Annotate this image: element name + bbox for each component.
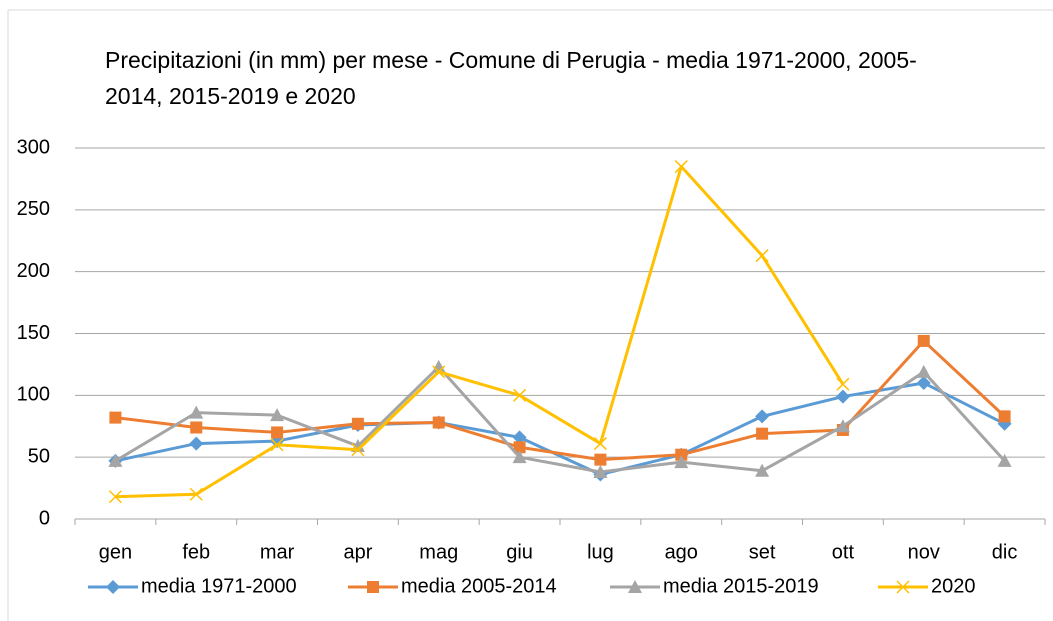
y-tick-label: 50 (28, 445, 50, 467)
marker (108, 453, 123, 467)
x-tick-label: lug (587, 541, 614, 563)
x-tick-label: dic (992, 541, 1018, 563)
series-line (115, 165, 845, 499)
series-line (114, 365, 1006, 474)
marker (997, 453, 1012, 467)
y-tick-label: 300 (17, 136, 50, 158)
marker (431, 359, 446, 373)
marker (109, 411, 122, 424)
marker (755, 249, 769, 263)
marker (367, 581, 379, 593)
marker (432, 416, 445, 429)
marker (916, 364, 931, 378)
chart-title: Precipitazioni (in mm) per mese - Comune… (105, 47, 917, 109)
series-line (115, 339, 1006, 462)
marker (432, 365, 446, 379)
marker (755, 463, 770, 477)
marker (675, 448, 688, 461)
x-tick-label: mar (260, 541, 295, 563)
series-line (115, 381, 1006, 476)
marker (106, 580, 120, 594)
marker (896, 580, 910, 594)
marker (594, 453, 607, 466)
x-tick-label: mag (419, 541, 458, 563)
legend-label: 2020 (931, 575, 976, 597)
marker (512, 430, 527, 445)
x-tick-label: feb (182, 541, 210, 563)
marker (351, 443, 365, 457)
marker (108, 490, 122, 504)
marker (755, 409, 770, 424)
marker (271, 426, 284, 439)
marker (593, 437, 607, 451)
y-tick-label: 200 (17, 260, 50, 282)
marker (756, 427, 769, 440)
y-tick-label: 250 (17, 198, 50, 220)
legend-label: media 2005-2014 (401, 575, 557, 597)
marker (189, 405, 204, 419)
marker (593, 465, 608, 479)
x-tick-label: giu (506, 541, 533, 563)
marker (674, 455, 689, 469)
marker (513, 388, 527, 402)
y-tick-label: 0 (39, 507, 50, 529)
marker (916, 375, 931, 390)
legend-label: media 2015-2019 (663, 575, 819, 597)
x-tick-label: set (749, 541, 776, 563)
marker (628, 580, 642, 593)
marker (270, 438, 284, 452)
marker (190, 421, 203, 434)
marker (189, 487, 203, 501)
marker (836, 377, 850, 391)
x-tick-label: apr (343, 541, 372, 563)
marker (998, 410, 1011, 423)
legend-label: media 1971-2000 (141, 575, 297, 597)
marker (512, 450, 527, 464)
y-tick-label: 150 (17, 322, 50, 344)
marker (351, 417, 364, 430)
x-tick-label: ago (665, 541, 698, 563)
marker (835, 419, 850, 433)
x-tick-label: ott (832, 541, 855, 563)
marker (513, 441, 526, 454)
y-tick-label: 100 (17, 384, 50, 406)
x-tick-label: gen (99, 541, 132, 563)
marker (917, 334, 930, 347)
marker (189, 436, 204, 451)
marker (674, 160, 688, 174)
marker (270, 408, 285, 422)
x-tick-label: nov (908, 541, 940, 563)
marker (835, 389, 850, 404)
